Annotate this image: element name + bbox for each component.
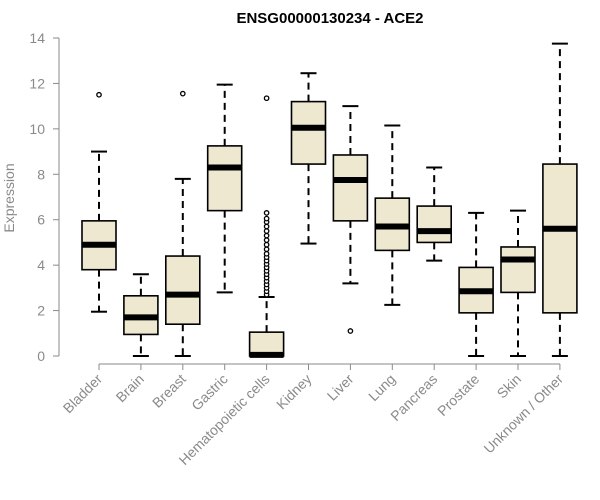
outlier-point [263, 215, 270, 222]
box-group [290, 72, 327, 245]
box-iqr [416, 205, 453, 244]
outlier-point [179, 90, 186, 97]
outlier-point [263, 232, 270, 239]
box-group [248, 95, 285, 358]
box-group [165, 90, 201, 357]
outlier-point [96, 91, 102, 98]
x-tick-label: Prostate [434, 371, 482, 419]
outlier-point [263, 237, 270, 244]
x-tick-label: Pancreas [387, 371, 440, 424]
box-iqr [206, 145, 243, 212]
box-group [542, 42, 578, 357]
box-group [206, 83, 243, 294]
box-group [81, 91, 117, 313]
y-tick-label: 12 [29, 75, 45, 91]
box-iqr [500, 246, 536, 294]
box-group [123, 273, 159, 357]
box-group [416, 166, 453, 262]
x-tick-label: Bladder [60, 371, 106, 417]
x-tick-label: Breast [149, 371, 189, 411]
outlier-point [263, 250, 270, 257]
y-tick-label: 6 [37, 212, 45, 228]
outlier-point [263, 228, 270, 234]
y-tick-label: 14 [29, 30, 45, 46]
x-tick-label: Kidney [273, 371, 315, 413]
box-iqr [332, 154, 369, 222]
chart-title: ENSG00000130234 - ACE2 [236, 10, 423, 27]
outlier-point [347, 328, 354, 334]
box-iqr [542, 163, 578, 314]
x-tick-label: Brain [113, 371, 147, 405]
x-tick-label: Unknown / Other [480, 371, 566, 457]
box-iqr [290, 100, 327, 165]
y-tick-label: 10 [29, 121, 45, 137]
y-tick-label: 2 [37, 303, 45, 319]
y-tick-label: 4 [37, 257, 45, 273]
outlier-point [263, 210, 270, 216]
outlier-point [263, 246, 270, 253]
x-tick-label: Liver [324, 371, 357, 404]
box-group [458, 211, 494, 357]
y-tick-label: 8 [37, 166, 45, 182]
x-tick-label: Skin [494, 371, 525, 402]
y-axis-label: Expression [1, 163, 17, 232]
y-tick-label: 0 [37, 348, 45, 364]
boxes-layer [81, 42, 578, 358]
box-group [374, 124, 411, 306]
y-axis: 0 2 4 6 8 10 12 14 [29, 30, 60, 364]
x-tick-label: Lung [365, 371, 398, 404]
outlier-point [263, 241, 270, 248]
box-group [500, 209, 536, 357]
box-group [332, 105, 369, 334]
box-iqr [165, 255, 201, 325]
outlier-point [263, 95, 270, 102]
outlier-point [263, 223, 270, 230]
